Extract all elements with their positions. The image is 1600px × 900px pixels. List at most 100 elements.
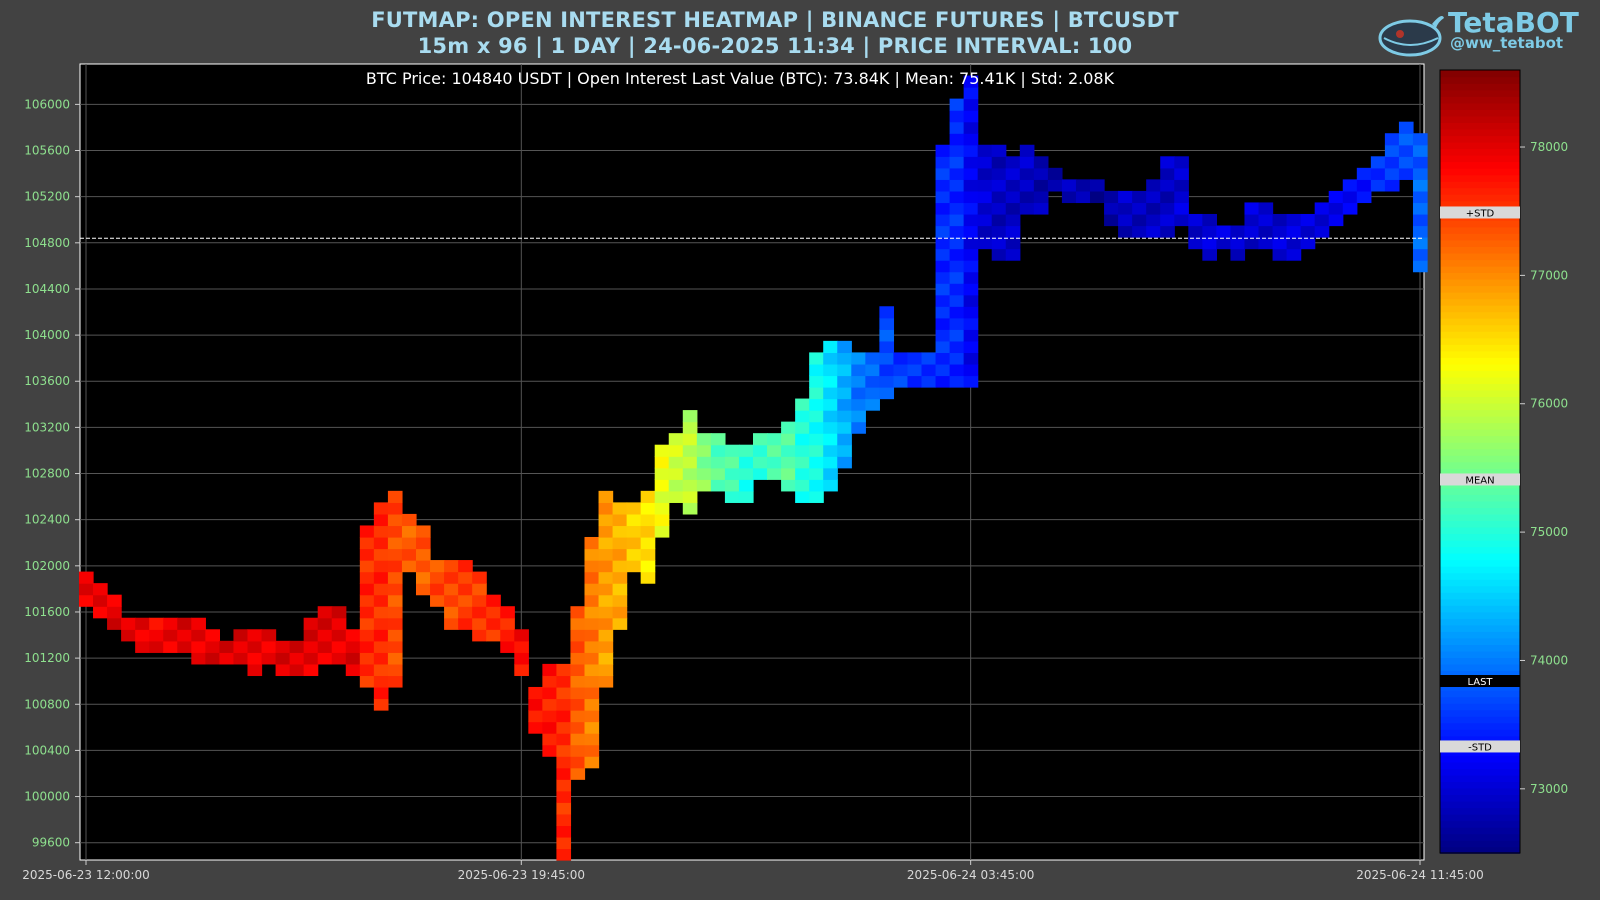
heatmap-cell bbox=[444, 583, 459, 596]
heatmap-cell bbox=[205, 640, 220, 653]
y-tick-label: 105600 bbox=[24, 144, 70, 158]
heatmap-cell bbox=[303, 663, 319, 677]
heatmap-cell bbox=[795, 410, 810, 423]
heatmap-cell bbox=[921, 352, 937, 365]
colorbar-segment bbox=[1440, 96, 1520, 104]
heatmap-cell bbox=[935, 237, 951, 250]
heatmap-cell bbox=[935, 213, 951, 227]
heatmap-cell bbox=[542, 710, 558, 723]
heatmap-cell bbox=[935, 179, 951, 192]
heatmap-cell bbox=[387, 617, 403, 630]
heatmap-cell bbox=[654, 502, 670, 515]
heatmap-cell bbox=[528, 721, 543, 734]
heatmap-cell bbox=[500, 606, 515, 619]
colorbar-segment bbox=[1440, 311, 1520, 319]
heatmap-cell bbox=[1244, 202, 1260, 215]
heatmap-cell bbox=[1005, 179, 1021, 192]
heatmap-cell bbox=[738, 490, 754, 503]
colorbar-segment bbox=[1440, 324, 1520, 332]
heatmap-cell bbox=[373, 583, 389, 596]
heatmap-cell bbox=[387, 675, 403, 688]
heatmap-cell bbox=[612, 571, 628, 584]
colorbar-segment bbox=[1440, 833, 1520, 841]
heatmap-cell bbox=[1146, 190, 1161, 204]
heatmap-cell bbox=[472, 629, 487, 642]
heatmap-cell bbox=[247, 652, 263, 665]
heatmap-cell bbox=[640, 536, 656, 550]
heatmap-cell bbox=[1370, 156, 1386, 169]
heatmap-cell bbox=[317, 629, 333, 642]
colorbar-segment bbox=[1440, 298, 1520, 306]
heatmap-cell bbox=[598, 594, 614, 607]
heatmap-cell bbox=[851, 387, 866, 400]
heatmap-cell bbox=[317, 652, 333, 665]
y-tick-label: 104000 bbox=[24, 328, 70, 342]
heatmap-cell bbox=[556, 744, 572, 757]
logo-name: TetaBOT bbox=[1448, 6, 1579, 39]
heatmap-cell bbox=[1005, 190, 1021, 204]
colorbar-segment bbox=[1440, 435, 1520, 443]
colorbar-segment bbox=[1440, 102, 1520, 110]
heatmap-cell bbox=[1146, 202, 1161, 215]
heatmap-cell bbox=[387, 548, 403, 561]
heatmap-cell bbox=[837, 398, 852, 411]
heatmap-cell bbox=[949, 121, 965, 134]
heatmap-cell bbox=[401, 525, 417, 538]
heatmap-cell bbox=[542, 733, 558, 746]
y-tick-label: 100400 bbox=[24, 743, 70, 757]
colorbar-segment bbox=[1440, 565, 1520, 574]
heatmap-cell bbox=[668, 456, 684, 469]
heatmap-cell bbox=[556, 825, 572, 838]
heatmap-cell bbox=[1118, 213, 1133, 227]
heatmap-cell bbox=[781, 444, 796, 457]
chart-title-line2: 15m x 96 | 1 DAY | 24-06-2025 11:34 | PR… bbox=[417, 34, 1133, 58]
heatmap-cell bbox=[93, 606, 108, 619]
heatmap-cell bbox=[935, 225, 951, 238]
heatmap-cell bbox=[359, 525, 375, 538]
x-tick-label: 2025-06-23 19:45:00 bbox=[458, 868, 585, 882]
heatmap-cell bbox=[612, 560, 628, 573]
heatmap-cell bbox=[753, 433, 768, 446]
heatmap-cell bbox=[612, 583, 628, 596]
colorbar-segment bbox=[1440, 363, 1520, 371]
heatmap-cell bbox=[542, 686, 558, 700]
heatmap-cell bbox=[191, 652, 206, 665]
colorbar-segment bbox=[1440, 422, 1520, 430]
heatmap-cell bbox=[626, 548, 642, 561]
heatmap-cell bbox=[949, 167, 965, 180]
heatmap-cell bbox=[1412, 248, 1428, 261]
heatmap-cell bbox=[1328, 202, 1344, 215]
heatmap-cell bbox=[710, 467, 726, 480]
heatmap-cell bbox=[556, 767, 572, 780]
heatmap-cell bbox=[1314, 202, 1330, 215]
heatmap-cell bbox=[963, 260, 979, 273]
colorbar-segment bbox=[1440, 546, 1520, 554]
heatmap-cell bbox=[584, 571, 600, 584]
heatmap-cell bbox=[219, 652, 235, 665]
heatmap-cell bbox=[809, 421, 824, 434]
heatmap-cell bbox=[1244, 213, 1260, 227]
heatmap-cell bbox=[387, 594, 403, 607]
heatmap-cell bbox=[584, 560, 600, 573]
colorbar-segment bbox=[1440, 357, 1520, 365]
heatmap-cell bbox=[851, 410, 866, 423]
colorbar-segment bbox=[1440, 167, 1520, 176]
heatmap-cell bbox=[795, 479, 810, 492]
heatmap-cell bbox=[1005, 156, 1021, 169]
heatmap-cell bbox=[444, 571, 459, 584]
heatmap-cell bbox=[1370, 167, 1386, 180]
heatmap-cell bbox=[1286, 248, 1302, 261]
heatmap-cell bbox=[612, 525, 628, 538]
heatmap-cell bbox=[1061, 179, 1077, 192]
heatmap-cell bbox=[935, 167, 951, 180]
heatmap-cell bbox=[921, 363, 937, 377]
heatmap-cell bbox=[584, 606, 600, 619]
heatmap-cell bbox=[303, 640, 319, 653]
heatmap-cell bbox=[556, 663, 572, 677]
heatmap-cell bbox=[935, 283, 951, 296]
heatmap-cell bbox=[654, 490, 670, 503]
heatmap-cell bbox=[556, 686, 572, 700]
heatmap-cell bbox=[247, 629, 263, 642]
heatmap-cell bbox=[514, 663, 529, 677]
heatmap-cell bbox=[359, 663, 375, 677]
